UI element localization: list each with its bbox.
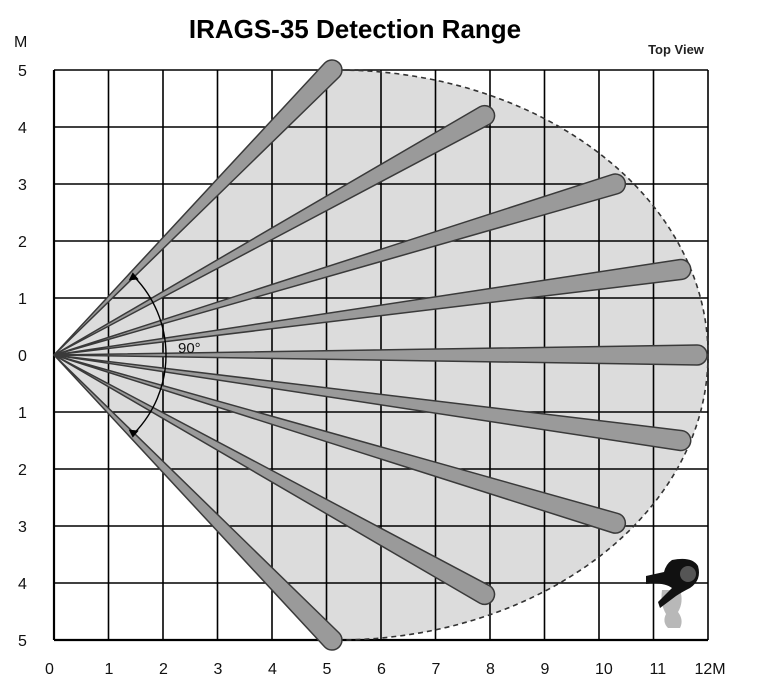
y-tick-label: 3 (18, 177, 27, 194)
detection-beam (53, 354, 496, 606)
x-tick-label: 0 (45, 661, 54, 678)
x-tick-label: 7 (432, 661, 441, 678)
y-tick-label: 2 (18, 234, 27, 251)
x-tick-label: 6 (377, 661, 386, 678)
angle-label: 90° (178, 340, 201, 357)
y-tick-label: 5 (18, 633, 27, 650)
detection-beam (53, 354, 626, 534)
angle-marker (128, 272, 167, 438)
x-tick-label: 1 (105, 661, 114, 678)
y-tick-label: 3 (18, 519, 27, 536)
x-tick-label: 9 (541, 661, 550, 678)
y-tick-label: 1 (18, 291, 27, 308)
x-tick-label: 11 (650, 661, 667, 678)
arrow-down-icon (128, 429, 139, 438)
detection-beam (53, 354, 343, 651)
y-tick-label: 1 (18, 405, 27, 422)
view-label: Top View (648, 42, 705, 57)
x-tick-label: 12M (694, 661, 725, 678)
x-tick-label: 3 (214, 661, 223, 678)
arrow-up-icon (128, 272, 139, 281)
detection-boundary (52, 69, 709, 641)
y-tick-label: 5 (18, 63, 27, 80)
y-tick-label: 2 (18, 462, 27, 479)
diagram-title: IRAGS-35 Detection Range (189, 14, 521, 44)
y-tick-label: 0 (18, 348, 27, 365)
y-tick-label: 4 (18, 576, 27, 593)
x-tick-label: 10 (595, 661, 613, 678)
detection-beam (53, 104, 496, 356)
detection-beam (53, 258, 692, 356)
x-tick-label: 4 (268, 661, 277, 678)
detection-beams (53, 59, 708, 651)
angle-arc (134, 276, 167, 434)
person-walking-icon (646, 558, 699, 628)
boundary-outline (52, 69, 709, 641)
detection-beam (53, 59, 343, 356)
x-tick-label: 2 (159, 661, 168, 678)
x-tick-label: 5 (323, 661, 332, 678)
detection-beam (53, 173, 627, 356)
detection-beam (53, 344, 708, 366)
y-axis-unit: M (14, 34, 27, 51)
y-tick-label: 4 (18, 120, 27, 137)
detection-beam (53, 354, 692, 452)
x-tick-label: 8 (486, 661, 495, 678)
